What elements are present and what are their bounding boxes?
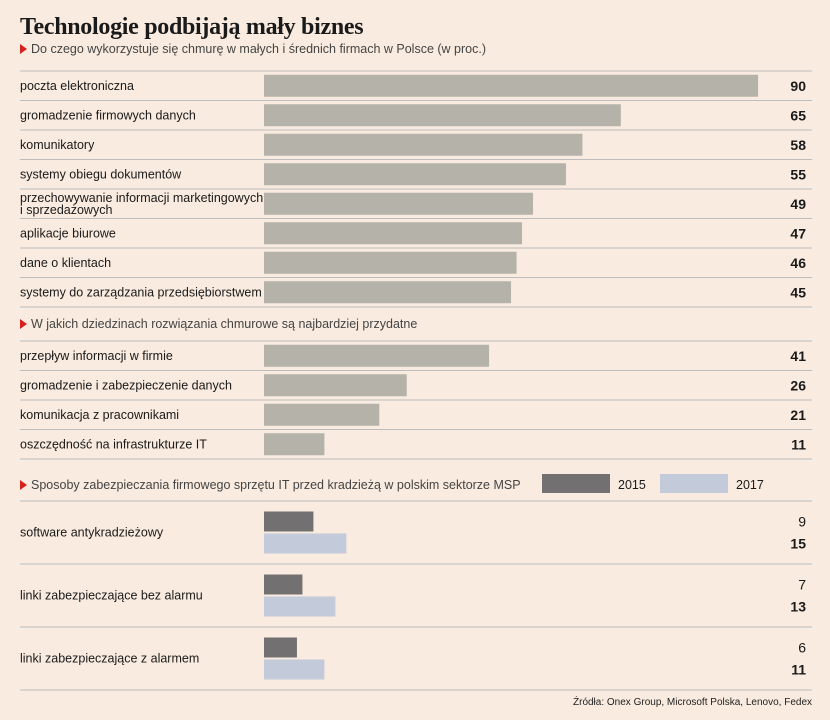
value-label-2017: 15 bbox=[790, 536, 806, 552]
value-label: 21 bbox=[790, 407, 806, 423]
chart-title: Technologie podbijają mały biznes bbox=[20, 14, 364, 40]
category-label: przepływ informacji w firmie bbox=[20, 349, 173, 363]
section-3-title: Sposoby zabezpieczania firmowego sprzętu… bbox=[31, 478, 521, 492]
value-label: 90 bbox=[790, 78, 806, 94]
section-1-subtitle: Do czego wykorzystuje się chmurę w małyc… bbox=[20, 42, 486, 56]
bar-2015 bbox=[264, 574, 303, 595]
bar-2015 bbox=[264, 637, 297, 658]
bar bbox=[264, 344, 490, 367]
category-label: komunikatory bbox=[20, 138, 95, 152]
legend-swatch-2017 bbox=[660, 474, 728, 493]
bar bbox=[264, 74, 759, 97]
value-label: 45 bbox=[790, 284, 806, 300]
value-label: 58 bbox=[790, 137, 806, 153]
category-label: linki zabezpieczające z alarmem bbox=[20, 652, 199, 666]
value-label-2017: 11 bbox=[791, 662, 806, 678]
bar bbox=[264, 192, 534, 215]
red-triangle-icon bbox=[20, 319, 27, 329]
section-2-title: W jakich dziedzinach rozwiązania chmurow… bbox=[31, 317, 418, 331]
value-label: 55 bbox=[790, 166, 806, 182]
bar-2017 bbox=[264, 596, 336, 617]
bar bbox=[264, 374, 407, 397]
bar bbox=[264, 433, 325, 456]
red-triangle-icon bbox=[20, 480, 27, 490]
category-label: systemy do zarządzania przedsiębiorstwem bbox=[20, 285, 262, 299]
value-label-2015: 9 bbox=[798, 514, 806, 530]
bar bbox=[264, 281, 512, 304]
section-1-title: Do czego wykorzystuje się chmurę w małyc… bbox=[31, 42, 486, 56]
category-label: software antykradzieżowy bbox=[20, 526, 164, 540]
value-label: 11 bbox=[791, 436, 806, 452]
category-label: systemy obiegu dokumentów bbox=[20, 167, 182, 181]
category-label: poczta elektroniczna bbox=[20, 79, 134, 93]
bar bbox=[264, 222, 523, 245]
value-label: 65 bbox=[790, 107, 806, 123]
value-label: 46 bbox=[790, 255, 806, 271]
legend-label-2015: 2015 bbox=[618, 478, 646, 492]
legend-label-2017: 2017 bbox=[736, 478, 764, 492]
category-label: aplikacje biurowe bbox=[20, 226, 116, 240]
category-label-line1: przechowywanie informacji marketingowych bbox=[20, 191, 263, 205]
value-label-2015: 7 bbox=[798, 577, 806, 593]
bar bbox=[264, 251, 517, 274]
bar-2017 bbox=[264, 533, 347, 554]
section-2-subtitle: W jakich dziedzinach rozwiązania chmurow… bbox=[20, 317, 417, 331]
value-label-2015: 6 bbox=[798, 640, 806, 656]
category-label: gromadzenie firmowych danych bbox=[20, 108, 196, 122]
category-label: gromadzenie i zabezpieczenie danych bbox=[20, 378, 232, 392]
value-label: 47 bbox=[790, 225, 806, 241]
bar-2017 bbox=[264, 659, 325, 680]
source-note: Źródła: Onex Group, Microsoft Polska, Le… bbox=[573, 697, 812, 708]
bar bbox=[264, 104, 621, 127]
bar-2015 bbox=[264, 511, 314, 532]
legend-swatch-2015 bbox=[542, 474, 610, 493]
value-label: 26 bbox=[790, 377, 806, 393]
value-label: 41 bbox=[790, 348, 806, 364]
red-triangle-icon bbox=[20, 44, 27, 54]
category-label: komunikacja z pracownikami bbox=[20, 408, 179, 422]
bar bbox=[264, 133, 583, 156]
category-label: dane o klientach bbox=[20, 256, 111, 270]
bar bbox=[264, 403, 380, 426]
value-label: 49 bbox=[790, 196, 806, 212]
section-3-subtitle: Sposoby zabezpieczania firmowego sprzętu… bbox=[20, 478, 521, 492]
category-label: linki zabezpieczające bez alarmu bbox=[20, 589, 203, 603]
bar bbox=[264, 163, 566, 186]
category-label-line2: i sprzedażowych bbox=[20, 203, 112, 217]
value-label-2017: 13 bbox=[790, 599, 806, 615]
category-label: oszczędność na infrastrukturze IT bbox=[20, 437, 207, 451]
